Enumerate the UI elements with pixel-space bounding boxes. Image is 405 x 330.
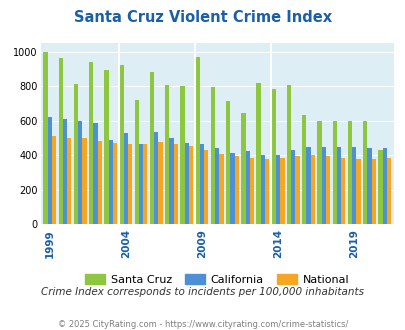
Bar xyxy=(386,157,390,224)
Text: Santa Cruz Violent Crime Index: Santa Cruz Violent Crime Index xyxy=(74,10,331,25)
Bar xyxy=(184,143,188,224)
Bar xyxy=(204,150,208,224)
Bar xyxy=(230,153,234,224)
Legend: Santa Cruz, California, National: Santa Cruz, California, National xyxy=(81,270,353,289)
Bar xyxy=(97,142,102,224)
Bar xyxy=(351,148,356,224)
Bar xyxy=(180,85,184,224)
Bar xyxy=(119,65,124,224)
Bar xyxy=(195,57,199,224)
Bar xyxy=(295,156,299,224)
Bar xyxy=(306,148,310,224)
Bar xyxy=(362,121,367,224)
Bar xyxy=(113,143,117,224)
Bar xyxy=(128,144,132,224)
Bar xyxy=(356,159,360,224)
Bar xyxy=(321,147,325,224)
Bar xyxy=(226,101,230,224)
Bar xyxy=(367,148,371,224)
Bar xyxy=(340,158,345,224)
Bar xyxy=(215,148,219,224)
Bar xyxy=(245,151,249,224)
Bar xyxy=(234,156,238,224)
Bar xyxy=(271,89,275,224)
Bar xyxy=(310,155,314,224)
Bar xyxy=(286,85,290,224)
Text: © 2025 CityRating.com - https://www.cityrating.com/crime-statistics/: © 2025 CityRating.com - https://www.city… xyxy=(58,320,347,329)
Bar xyxy=(52,136,56,224)
Bar xyxy=(301,115,306,224)
Bar xyxy=(290,150,295,224)
Bar xyxy=(241,113,245,224)
Bar xyxy=(47,117,52,224)
Bar xyxy=(78,121,82,224)
Bar xyxy=(82,138,86,224)
Bar xyxy=(382,148,386,224)
Bar xyxy=(143,144,147,224)
Bar xyxy=(158,142,162,224)
Bar xyxy=(93,123,97,224)
Bar xyxy=(332,120,336,224)
Bar xyxy=(336,148,340,224)
Bar xyxy=(169,138,173,224)
Bar xyxy=(325,156,329,224)
Bar xyxy=(188,146,193,224)
Bar xyxy=(89,62,93,224)
Bar xyxy=(264,159,269,224)
Bar xyxy=(67,138,71,224)
Bar xyxy=(108,140,113,224)
Bar xyxy=(149,72,154,224)
Bar xyxy=(256,82,260,224)
Bar xyxy=(173,144,177,224)
Bar xyxy=(154,132,158,224)
Bar xyxy=(43,51,47,224)
Text: Crime Index corresponds to incidents per 100,000 inhabitants: Crime Index corresponds to incidents per… xyxy=(41,287,364,297)
Bar xyxy=(139,144,143,224)
Bar xyxy=(219,154,223,224)
Bar xyxy=(347,121,351,224)
Bar xyxy=(279,158,284,224)
Bar xyxy=(165,85,169,224)
Bar xyxy=(275,155,279,224)
Bar xyxy=(104,70,108,224)
Bar xyxy=(249,158,254,224)
Bar xyxy=(317,121,321,224)
Bar xyxy=(210,87,215,224)
Bar xyxy=(371,159,375,224)
Bar xyxy=(260,155,264,224)
Bar xyxy=(199,144,204,224)
Bar xyxy=(58,58,63,224)
Bar xyxy=(124,133,128,224)
Bar xyxy=(134,100,139,224)
Bar xyxy=(74,84,78,224)
Bar xyxy=(63,119,67,224)
Bar xyxy=(377,150,382,224)
